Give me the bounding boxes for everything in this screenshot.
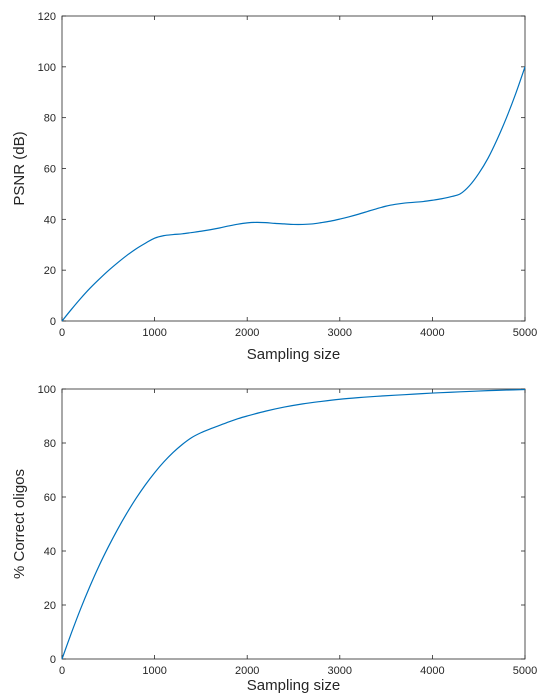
psnr-y-tick-label: 20 xyxy=(44,265,56,277)
psnr-x-axis-label: Sampling size xyxy=(247,346,340,363)
psnr-y-tick-label: 80 xyxy=(44,113,56,125)
psnr-y-axis-label: PSNR (dB) xyxy=(11,131,28,205)
psnr-series-line xyxy=(61,66,526,322)
correct-oligos-series-line xyxy=(61,388,526,660)
psnr-y-tick-label: 60 xyxy=(44,164,56,176)
correct-oligos-y-tick-label: 100 xyxy=(38,384,56,396)
correct-oligos-x-tick-label: 5000 xyxy=(513,665,537,677)
correct-oligos-y-tick-label: 20 xyxy=(44,600,56,612)
psnr-x-tick-label: 0 xyxy=(59,327,65,339)
correct-oligos-y-axis-label: % Correct oligos xyxy=(11,469,28,579)
correct-oligos-x-axis-label: Sampling size xyxy=(247,677,340,694)
correct-oligos-chart: 0 1000 2000 3000 4000 5000 0 20 40 60 80 100 Sampli… xyxy=(11,384,537,694)
correct-oligos-x-tick-label: 2000 xyxy=(235,665,259,677)
correct-oligos-y-tick-label: 40 xyxy=(44,546,56,558)
correct-oligos-x-tick-label: 4000 xyxy=(420,665,444,677)
psnr-x-tick-label: 4000 xyxy=(420,327,444,339)
correct-oligos-y-tick-label: 0 xyxy=(50,654,56,666)
correct-oligos-y-tick-label: 60 xyxy=(44,492,56,504)
psnr-plot-frame xyxy=(61,15,526,322)
psnr-x-tick-label: 1000 xyxy=(142,327,166,339)
psnr-chart: 0 1000 2000 3000 4000 5000 0 20 40 60 80 100 120 Sam… xyxy=(11,11,537,363)
psnr-y-tick-label: 40 xyxy=(44,214,56,226)
correct-oligos-y-tick-label: 80 xyxy=(44,438,56,450)
psnr-ticks: 0 1000 2000 3000 4000 5000 0 20 40 60 80 100 120 xyxy=(38,11,537,339)
correct-oligos-x-tick-label: 3000 xyxy=(328,665,352,677)
correct-oligos-plot-frame xyxy=(61,388,526,660)
psnr-x-tick-label: 5000 xyxy=(513,327,537,339)
correct-oligos-x-tick-label: 1000 xyxy=(142,665,166,677)
psnr-y-tick-label: 100 xyxy=(38,62,56,74)
psnr-y-tick-label: 0 xyxy=(50,316,56,328)
psnr-x-tick-label: 2000 xyxy=(235,327,259,339)
psnr-y-tick-label: 120 xyxy=(38,11,56,23)
correct-oligos-x-tick-label: 0 xyxy=(59,665,65,677)
psnr-x-tick-label: 3000 xyxy=(328,327,352,339)
correct-oligos-ticks: 0 1000 2000 3000 4000 5000 0 20 40 60 80 100 xyxy=(38,384,537,677)
